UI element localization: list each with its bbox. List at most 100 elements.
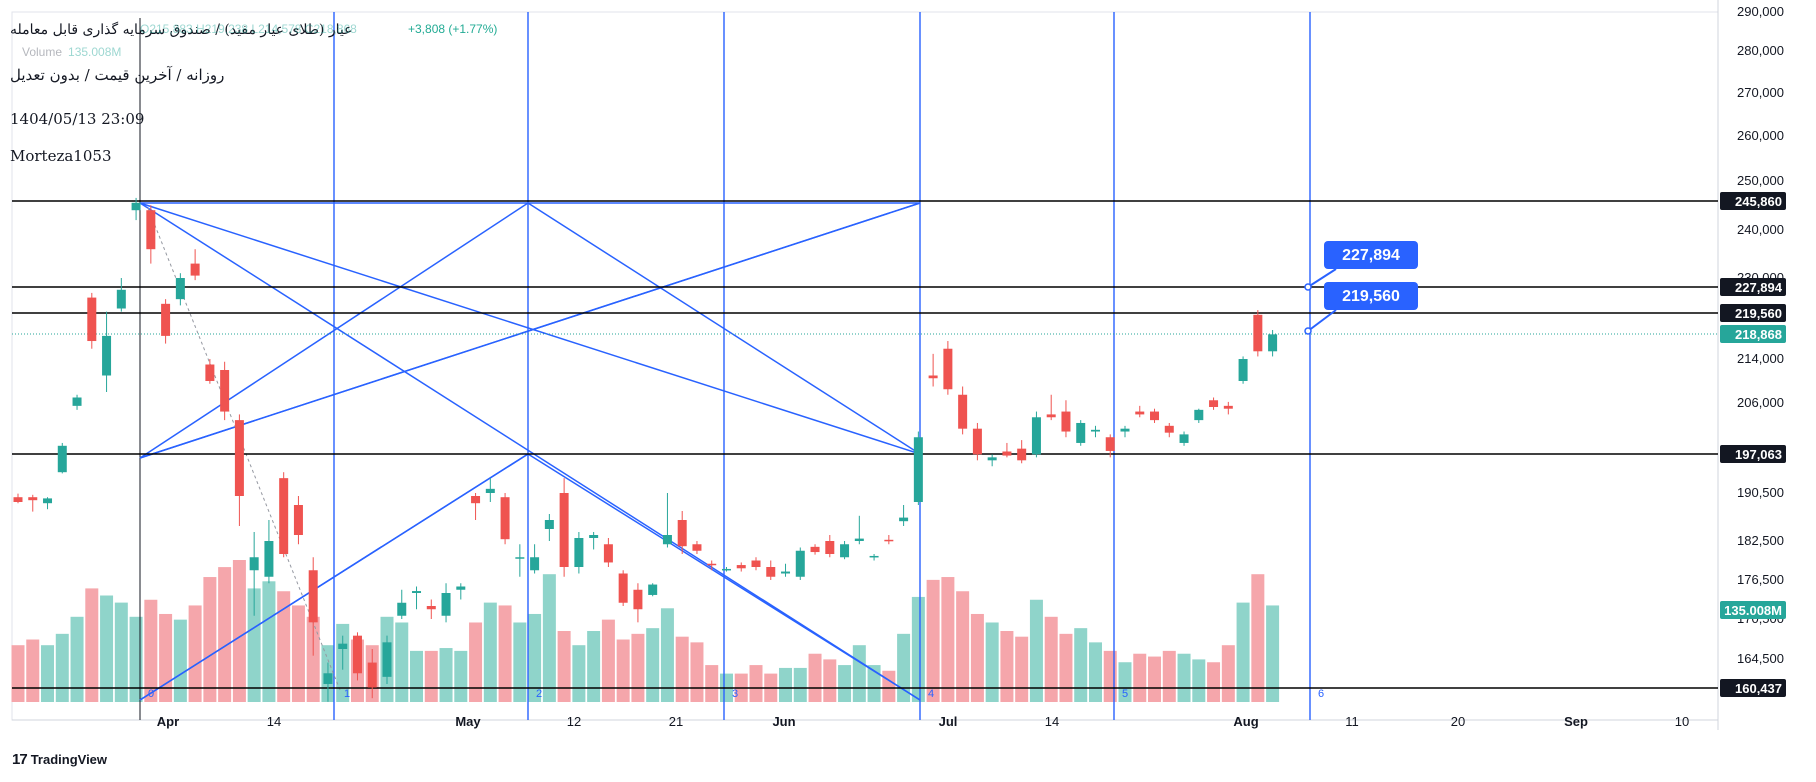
x-axis-tick-label: 14 — [1045, 714, 1059, 729]
volume-bar — [587, 631, 601, 702]
y-axis-tick-label: 206,000 — [1737, 395, 1784, 410]
volume-bar — [601, 619, 615, 702]
candle-body — [1223, 405, 1233, 409]
candle-body — [721, 568, 731, 571]
volume-bar — [926, 579, 940, 702]
candle-body — [13, 497, 23, 502]
cycle-number-label: 5 — [1122, 688, 1128, 700]
x-axis-tick-label: Jun — [772, 714, 795, 729]
volume-bar — [1266, 605, 1280, 702]
volume-bar — [1236, 602, 1250, 702]
volume-bar — [1074, 628, 1088, 702]
candle-body — [441, 593, 451, 616]
price-callout — [1324, 282, 1418, 310]
volume-bar — [188, 605, 202, 702]
volume-bar — [1088, 642, 1102, 702]
candle-body — [471, 496, 481, 504]
chart-author: Morteza1053 — [10, 147, 112, 165]
candle-body — [1090, 429, 1100, 432]
volume-bar — [572, 645, 586, 702]
candle-body — [648, 584, 658, 595]
candle-body — [1194, 409, 1204, 421]
volume-bar — [1000, 631, 1014, 702]
volume-bar — [1192, 659, 1206, 702]
volume-bar — [690, 642, 704, 702]
x-axis-tick-label: 20 — [1451, 714, 1465, 729]
candle-body — [1017, 448, 1027, 461]
tradingview-logo[interactable]: 17 TradingView — [12, 751, 107, 768]
volume-bar — [1221, 645, 1235, 702]
candle-body — [884, 539, 894, 542]
volume-bar — [808, 653, 822, 702]
volume-bar — [970, 613, 984, 702]
candle-body — [530, 557, 540, 571]
fan-diagonal-line — [139, 202, 921, 459]
volume-bar — [985, 622, 999, 702]
tradingview-logo-icon: 17 — [12, 751, 28, 768]
price-callout-pointer — [1307, 309, 1337, 332]
candle-body — [736, 565, 746, 569]
candle-body — [352, 635, 362, 674]
volume-bar — [469, 622, 483, 702]
volume-bar — [1044, 616, 1058, 702]
x-axis-tick-label: Sep — [1564, 714, 1588, 729]
y-axis-tick-label: 164,500 — [1737, 651, 1784, 666]
candle-body — [589, 535, 599, 538]
candle-body — [1076, 422, 1086, 443]
candle-body — [751, 560, 761, 567]
candle-body — [1120, 428, 1130, 432]
volume-bar — [55, 633, 69, 702]
y-axis-tick-label: 240,000 — [1737, 222, 1784, 237]
candle-body — [72, 397, 82, 406]
volume-bar — [542, 574, 556, 702]
volume-bar — [41, 645, 55, 702]
candle-body — [810, 546, 820, 553]
volume-bar — [277, 591, 291, 702]
volume-bar — [129, 616, 143, 702]
fan-diagonal-line — [139, 202, 921, 701]
candle-body — [1179, 434, 1189, 443]
price-callout-text: 227,894 — [1342, 247, 1400, 264]
candle-body — [43, 498, 53, 504]
candle-body — [987, 457, 997, 461]
volume-bar — [838, 665, 852, 702]
candle-body — [220, 370, 230, 412]
fan-diagonal-line — [527, 453, 921, 701]
volume-bar — [779, 667, 793, 702]
y-axis-tick-label: 214,000 — [1737, 351, 1784, 366]
candle-body — [500, 497, 510, 540]
volume-bar — [262, 581, 276, 702]
candle-body — [338, 643, 348, 649]
volume-bar — [11, 645, 25, 702]
volume-bar — [1148, 656, 1162, 702]
candle-body — [618, 573, 628, 603]
volume-bar — [159, 613, 173, 702]
price-callout-anchor — [1304, 283, 1312, 291]
symbol-title: عیار (طلای عیار مفید) / صندوق سرمایه گذا… — [10, 22, 352, 38]
candle-body — [840, 544, 850, 558]
volume-bar — [897, 633, 911, 702]
x-axis-tick-label: Apr — [157, 714, 179, 729]
cycle-number-label: 0 — [148, 688, 154, 700]
x-axis-tick-label: Jul — [939, 714, 958, 729]
volume-bar — [852, 645, 866, 702]
candle-body — [781, 571, 791, 574]
volume-bar — [557, 631, 571, 702]
level-price-badge-text: 160,437 — [1735, 681, 1782, 696]
volume-bar — [823, 659, 837, 702]
candle-body — [308, 570, 318, 623]
volume-bar — [911, 596, 925, 702]
level-price-badge — [1720, 304, 1786, 322]
candle-body — [87, 297, 97, 342]
level-price-badge-text: 197,063 — [1735, 447, 1782, 462]
candle-body — [869, 555, 879, 558]
candle-body — [412, 591, 422, 593]
volume-bar — [247, 588, 261, 702]
candle-body — [382, 642, 392, 677]
fan-diagonal-line — [527, 202, 921, 455]
volume-bar — [395, 622, 409, 702]
volume-bar — [513, 622, 527, 702]
candle-body — [633, 589, 643, 610]
